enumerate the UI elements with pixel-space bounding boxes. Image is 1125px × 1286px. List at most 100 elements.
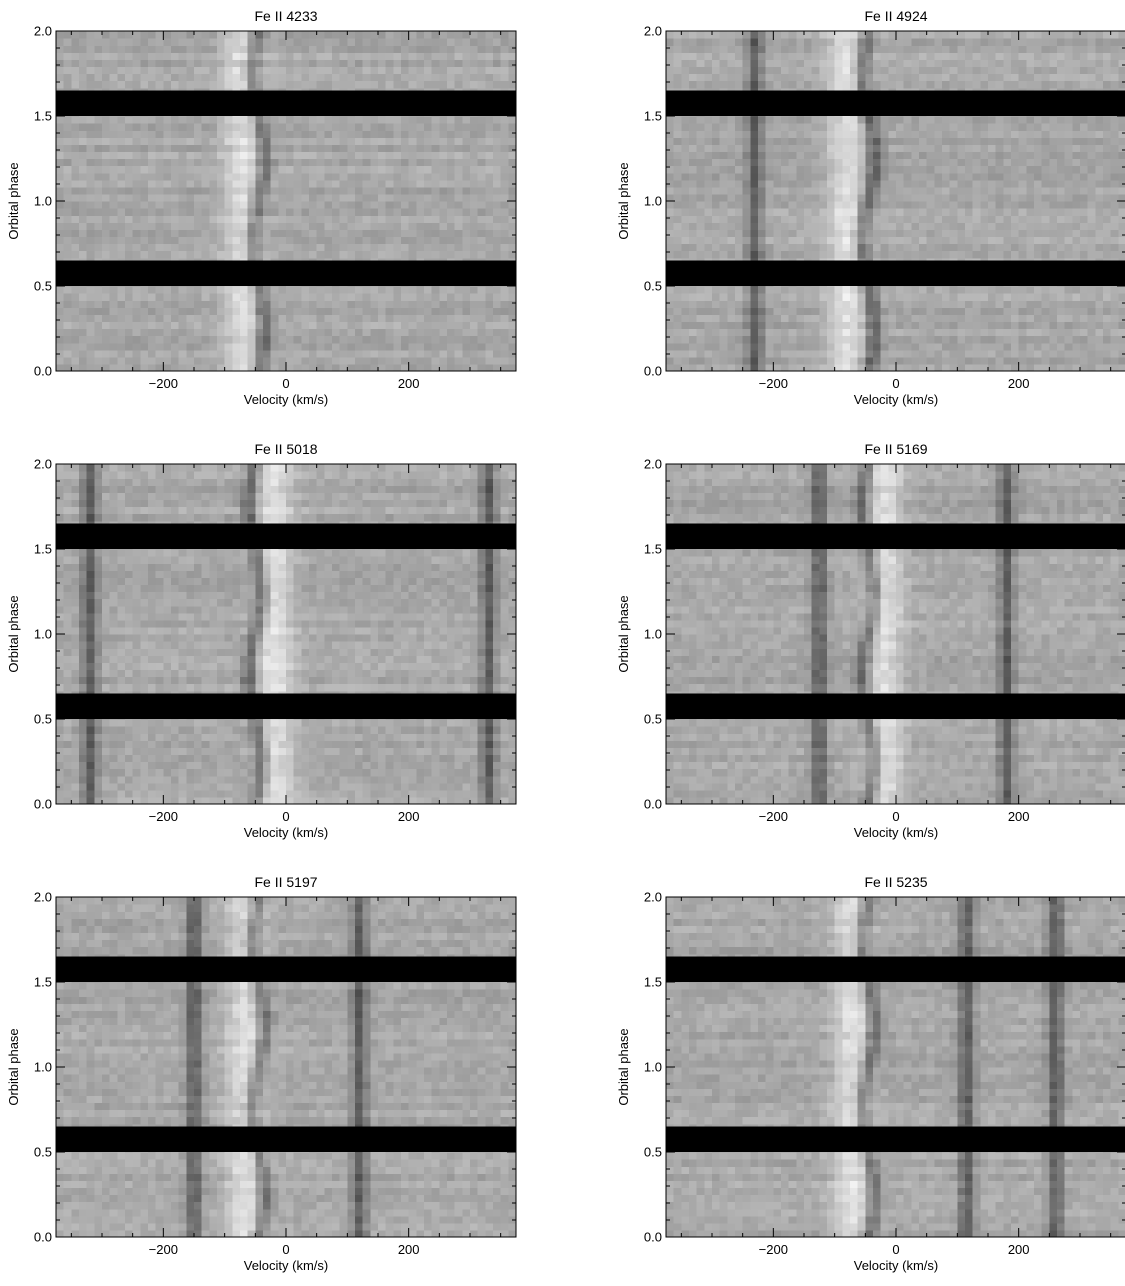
spectrum-cell [133, 52, 141, 60]
spectrum-cell [1034, 314, 1042, 322]
spectrum-cell [309, 336, 317, 344]
spectrum-cell [934, 286, 942, 294]
spectrum-cell [689, 187, 697, 195]
spectrum-cell [996, 336, 1004, 344]
spectrum-cell [94, 137, 102, 145]
spectrum-cell [1057, 357, 1065, 365]
spectrum-cell [1034, 201, 1042, 209]
spectrum-cell [950, 215, 958, 223]
spectrum-cell [447, 208, 455, 216]
spectrum-cell [1111, 159, 1119, 167]
spectrum-cell [674, 137, 682, 145]
spectrum-cell [209, 38, 217, 46]
spectrum-cell [133, 45, 141, 53]
spectrum-cell [766, 144, 774, 152]
spectrum-cells [56, 31, 517, 372]
spectrum-cell [850, 130, 858, 138]
spectrum-cell [1019, 336, 1027, 344]
spectrum-cell [743, 173, 751, 181]
spectrum-cell [317, 321, 325, 329]
spectrum-cell [1065, 201, 1073, 209]
spectrum-cell [1065, 364, 1073, 372]
spectrum-cell [462, 66, 470, 74]
spectrum-cell [1088, 336, 1096, 344]
spectrum-cell [1095, 357, 1103, 365]
spectrum-cell [965, 350, 973, 358]
spectrum-cell [804, 173, 812, 181]
spectrum-cell [1042, 236, 1050, 244]
spectrum-cell [401, 321, 409, 329]
spectrum-cell [232, 194, 240, 202]
spectrum-cell [904, 357, 912, 365]
spectrum-cell [87, 31, 95, 39]
spectrum-cell [79, 38, 87, 46]
spectrum-cell [263, 307, 271, 315]
spectrum-cell [386, 159, 394, 167]
spectrum-cell [727, 208, 735, 216]
spectrum-cell [896, 137, 904, 145]
spectrum-cell [681, 350, 689, 358]
spectrum-cell [87, 116, 95, 124]
spectrum-cell [1072, 229, 1080, 237]
spectrum-cell [950, 159, 958, 167]
spectrum-cell [750, 215, 758, 223]
spectrum-cell [171, 194, 179, 202]
spectrum-cell [393, 151, 401, 159]
spectrum-cell [301, 59, 309, 67]
spectrum-cell [1049, 215, 1057, 223]
panel-1: −200 0 2000.00.51.01.52.0Fe II 4233Velocit… [6, 8, 517, 407]
spectrum-cell [965, 151, 973, 159]
spectrum-cell [225, 293, 233, 301]
spectrum-cell [804, 166, 812, 174]
spectrum-cell [888, 187, 896, 195]
spectrum-cell [71, 81, 79, 89]
spectrum-cell [393, 59, 401, 67]
spectrum-cell [156, 144, 164, 152]
spectrum-cell [179, 336, 187, 344]
spectrum-cell [263, 201, 271, 209]
spectrum-cell [850, 350, 858, 358]
spectrum-cell [94, 251, 102, 259]
spectrum-cell [386, 314, 394, 322]
spectrum-cell [919, 166, 927, 174]
spectrum-cell [727, 286, 735, 294]
spectrum-cell [720, 159, 728, 167]
spectrum-cell [263, 81, 271, 89]
spectrum-cell [432, 357, 440, 365]
spectrum-cell [347, 208, 355, 216]
spectrum-cell [704, 236, 712, 244]
spectrum-cell [965, 166, 973, 174]
spectrum-cell [743, 350, 751, 358]
spectrum-cell [478, 314, 486, 322]
spectrum-cell [1042, 137, 1050, 145]
spectrum-cell [1019, 364, 1027, 372]
spectrum-cell [865, 222, 873, 230]
spectrum-cell [79, 236, 87, 244]
spectrum-cell [988, 208, 996, 216]
spectrum-cell [927, 321, 935, 329]
spectrum-cell [462, 38, 470, 46]
spectrum-cell [94, 38, 102, 46]
spectrum-cell [225, 116, 233, 124]
spectrum-cell [401, 229, 409, 237]
spectrum-cell [87, 52, 95, 60]
spectrum-cell [439, 151, 447, 159]
spectrum-cell [927, 137, 935, 145]
spectrum-cell [79, 144, 87, 152]
spectrum-cell [209, 123, 217, 131]
spectrum-cell [110, 166, 118, 174]
spectrum-cell [720, 130, 728, 138]
spectrum-cell [209, 314, 217, 322]
spectrum-cell [401, 286, 409, 294]
spectrum-cell [501, 350, 509, 358]
spectrum-cell [386, 208, 394, 216]
spectrum-cell [309, 364, 317, 372]
spectrum-cell [171, 244, 179, 252]
spectrum-cell [278, 314, 286, 322]
spectrum-cell [835, 151, 843, 159]
spectrum-cell [727, 329, 735, 337]
spectrum-cell [171, 59, 179, 67]
spectrum-cell [263, 244, 271, 252]
spectrum-cell [301, 31, 309, 39]
spectrum-cell [1065, 236, 1073, 244]
